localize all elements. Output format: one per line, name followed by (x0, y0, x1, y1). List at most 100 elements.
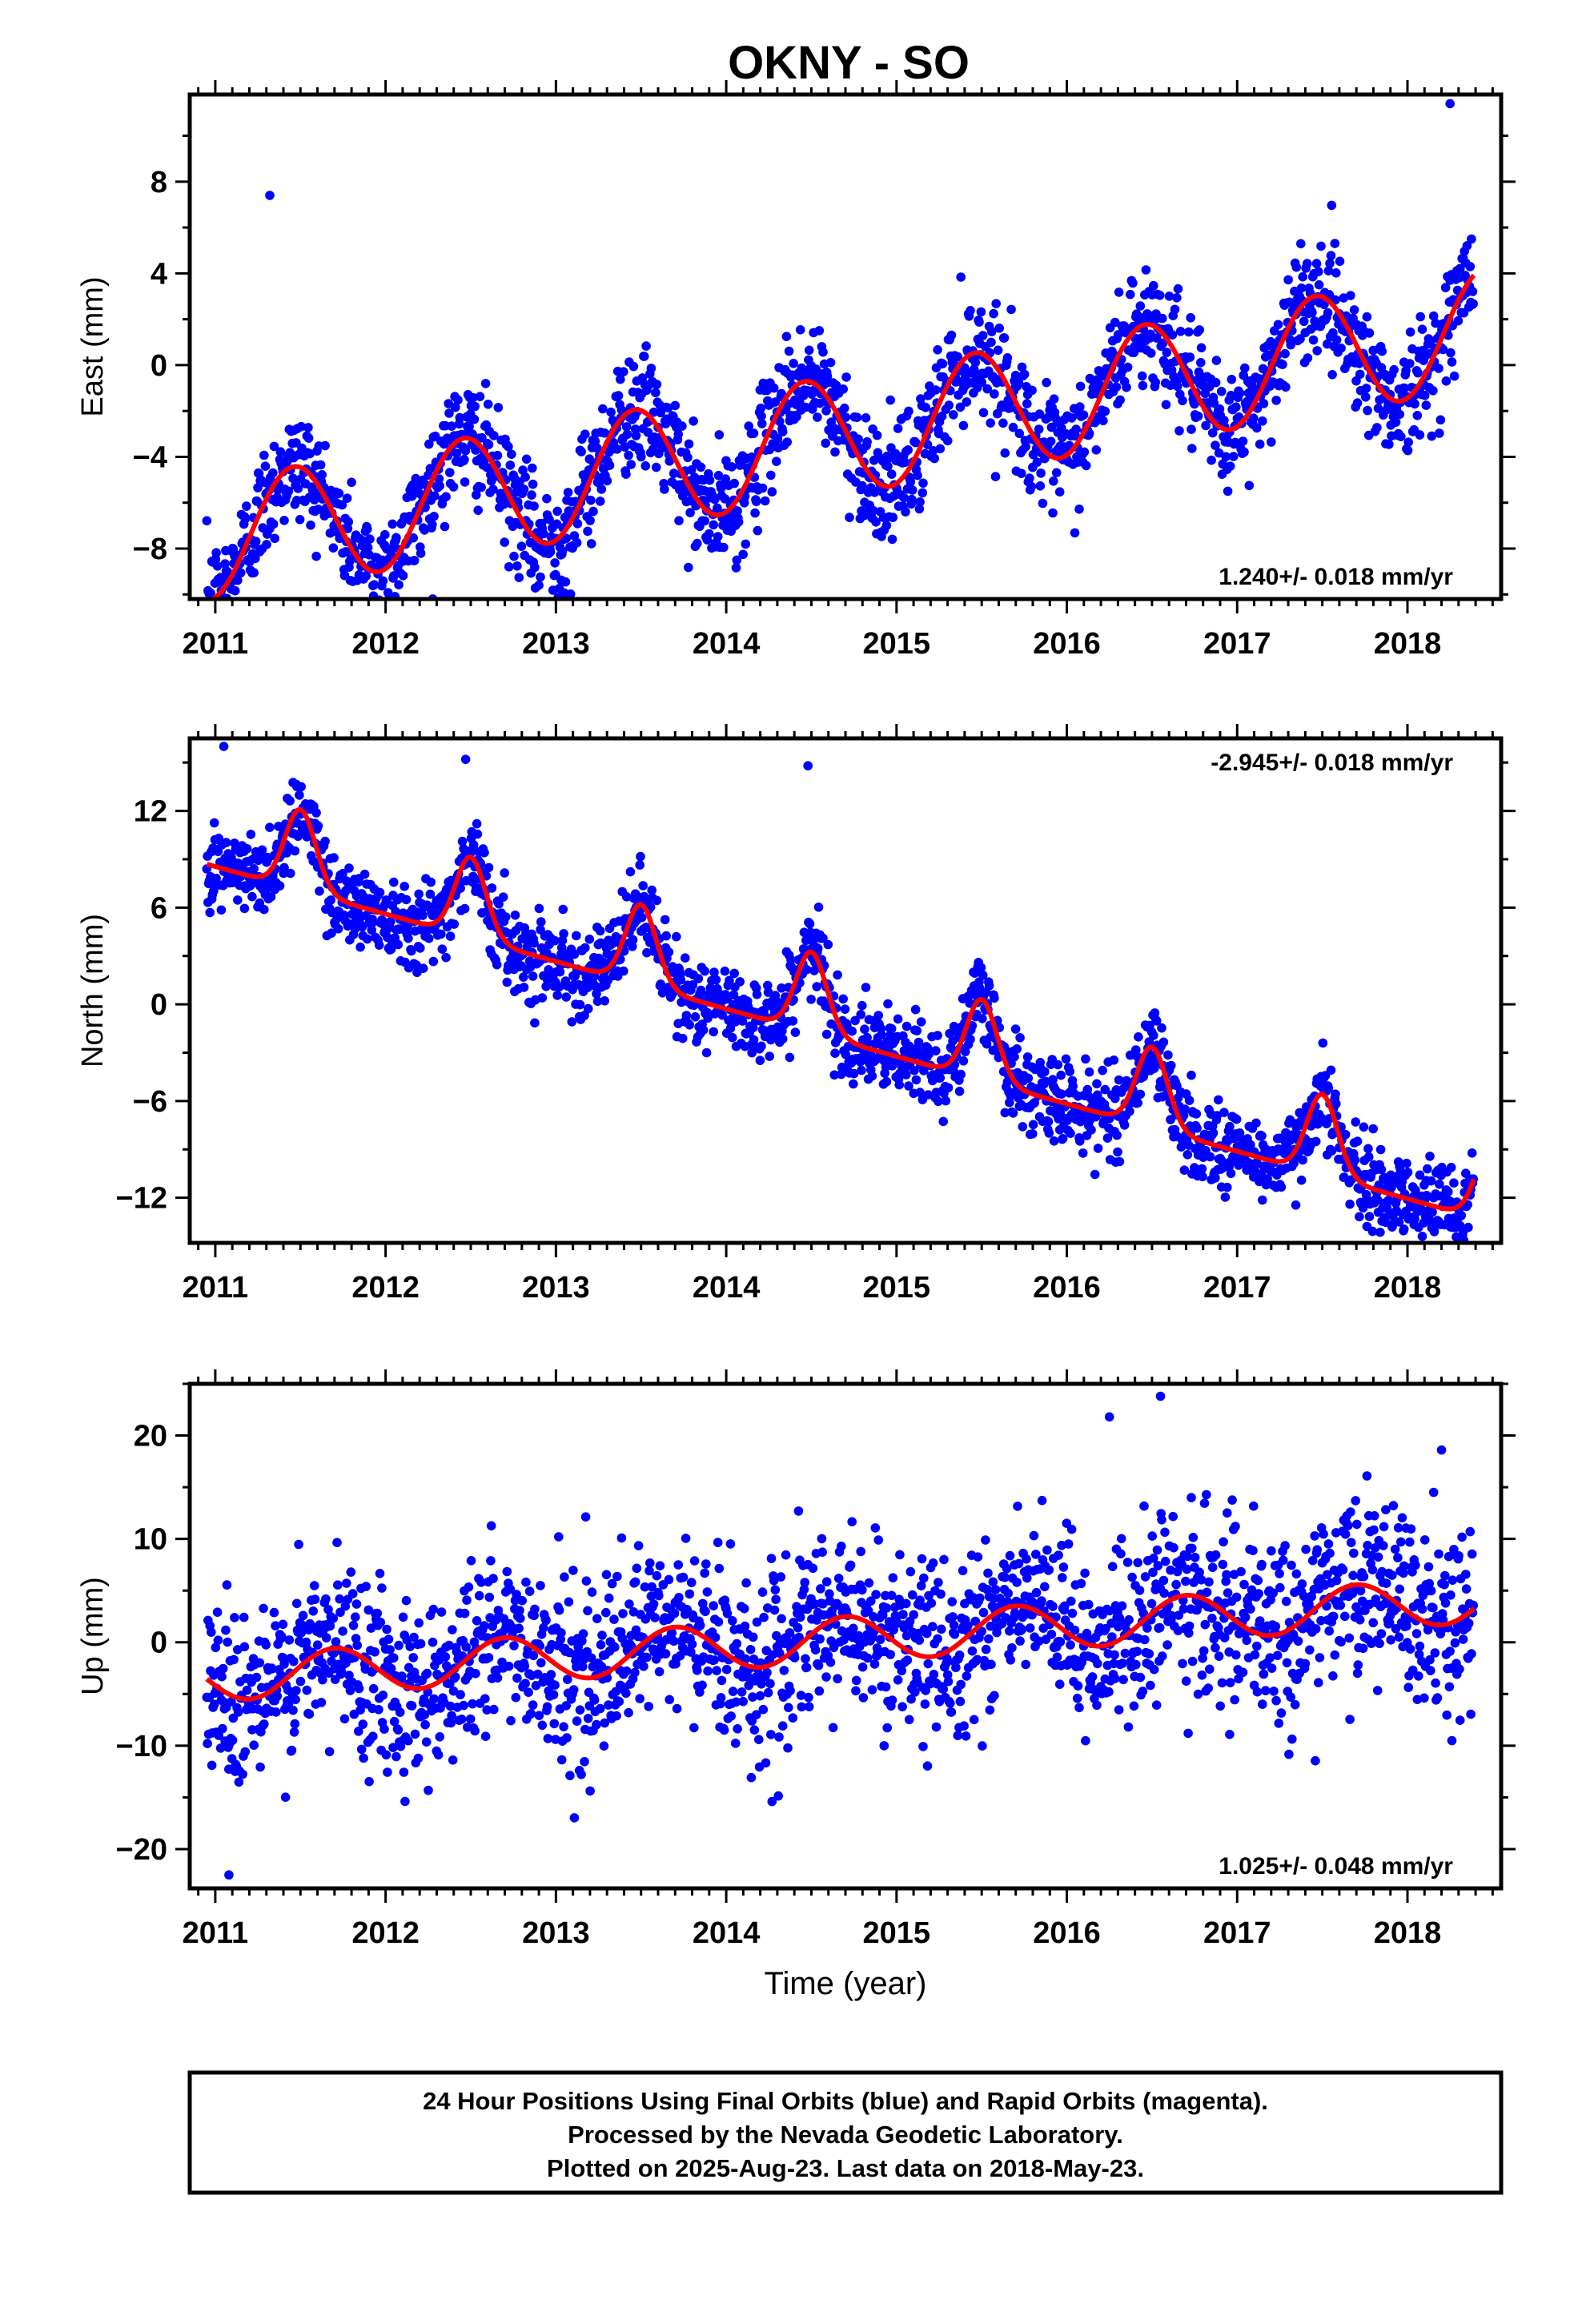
data-point (1239, 447, 1249, 457)
data-point (1231, 1114, 1242, 1124)
data-point (544, 514, 554, 525)
data-point (332, 1538, 342, 1547)
data-point (1296, 239, 1306, 249)
data-point (1092, 1079, 1102, 1089)
data-point (211, 548, 221, 557)
data-point (391, 1751, 401, 1762)
data-point (652, 1570, 662, 1581)
y-tick-label: −12 (116, 1182, 167, 1216)
data-point (223, 1637, 233, 1647)
data-point (515, 1606, 524, 1615)
data-point (514, 1623, 524, 1634)
data-point (459, 1700, 468, 1711)
data-point (833, 970, 842, 980)
data-point (1456, 1211, 1467, 1220)
data-point (1066, 413, 1077, 423)
data-point (1187, 444, 1197, 453)
data-point (1351, 1117, 1360, 1127)
data-point (651, 388, 661, 398)
data-point (453, 395, 463, 405)
data-point (462, 1595, 472, 1605)
data-point (289, 1727, 299, 1737)
data-point (428, 1637, 438, 1647)
data-point (1225, 1121, 1235, 1132)
data-point (520, 472, 530, 482)
data-point (1006, 304, 1016, 315)
data-point (474, 1590, 484, 1601)
data-point (1027, 385, 1037, 396)
data-point (1419, 391, 1430, 400)
data-point (235, 568, 246, 578)
data-point (741, 539, 751, 549)
data-point (1258, 1195, 1267, 1205)
data-point (705, 475, 715, 485)
data-point (770, 1585, 781, 1594)
data-point (441, 952, 451, 963)
data-point (315, 887, 324, 896)
data-point (753, 525, 763, 536)
data-point (714, 430, 725, 440)
data-point (363, 542, 373, 553)
y-tick-label: 0 (151, 349, 167, 383)
data-point (674, 1593, 684, 1602)
data-point (586, 495, 596, 505)
data-point (757, 1587, 768, 1597)
data-point (619, 966, 628, 976)
data-point (569, 1813, 580, 1823)
data-point (813, 903, 824, 912)
data-point (368, 1731, 378, 1741)
data-point (305, 448, 315, 459)
data-point (555, 967, 565, 977)
data-point (359, 1753, 368, 1763)
data-point (735, 977, 745, 987)
data-point (445, 468, 455, 477)
data-point (684, 562, 693, 573)
data-point (942, 436, 953, 446)
data-point (563, 488, 573, 497)
data-point (460, 754, 471, 764)
data-point (760, 496, 770, 506)
data-point (1425, 1152, 1435, 1161)
data-point (416, 549, 426, 558)
data-point (428, 520, 437, 529)
data-point (217, 1671, 227, 1682)
data-point (1405, 359, 1415, 368)
data-point (537, 993, 548, 1003)
data-point (665, 456, 674, 466)
data-point (561, 992, 571, 1002)
data-point (970, 357, 981, 368)
data-point (1389, 364, 1399, 375)
data-point (616, 1533, 627, 1543)
data-point (221, 838, 231, 847)
data-point (845, 513, 854, 522)
data-point (790, 1027, 801, 1037)
data-point (1021, 441, 1030, 452)
data-point (700, 516, 709, 526)
data-point (693, 974, 704, 983)
data-point (1209, 398, 1219, 408)
data-point (530, 1604, 540, 1614)
data-point (733, 1724, 742, 1734)
data-point (714, 1563, 725, 1574)
data-point (1255, 439, 1265, 449)
data-point (550, 1680, 560, 1690)
data-point (812, 982, 821, 991)
data-point (560, 1572, 569, 1582)
data-point (212, 561, 223, 571)
data-point (806, 995, 816, 1004)
data-point (713, 1538, 723, 1547)
data-point (914, 504, 925, 514)
north-panel: 2011 2012 2013 2014 2015 2016 2017 2018−12−6061… (76, 724, 1516, 1305)
data-point (1372, 423, 1382, 432)
data-point (990, 472, 1001, 481)
data-point (636, 851, 645, 862)
data-point (486, 1521, 496, 1531)
data-point (414, 889, 424, 899)
data-point (994, 324, 1004, 333)
data-point (559, 1722, 568, 1731)
data-point (1421, 400, 1431, 410)
data-point (455, 412, 465, 423)
data-point (730, 1739, 741, 1748)
data-point (719, 1725, 729, 1735)
data-point (1141, 265, 1151, 275)
